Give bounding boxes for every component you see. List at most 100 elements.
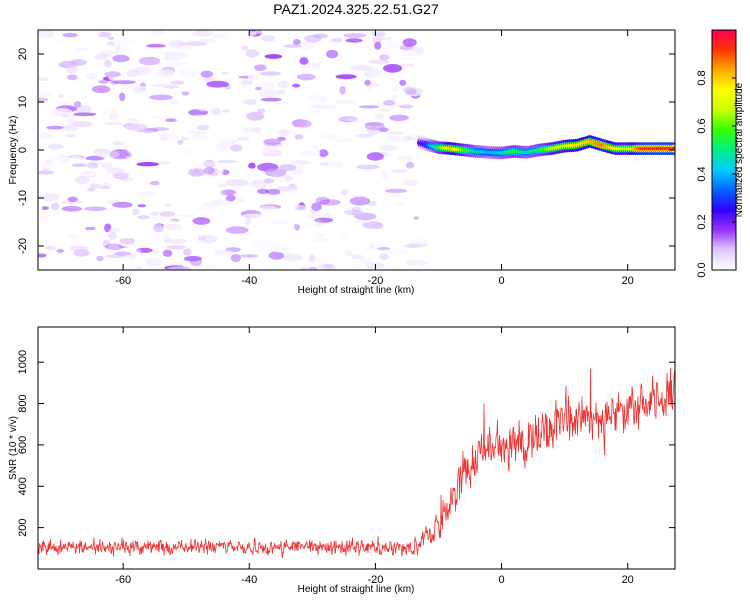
colorbar-bar [711, 29, 737, 271]
noise-cell [413, 46, 424, 54]
noise-cell [211, 199, 229, 206]
noise-cell [206, 229, 224, 234]
noise-cell [57, 93, 66, 98]
noise-cell [349, 196, 371, 206]
snr-x-ticks: -60 -40 -20 0 20 [115, 327, 634, 586]
y-tick-label: 20 [17, 48, 29, 60]
noise-cell [146, 233, 155, 239]
noise-cell [248, 162, 256, 169]
noise-cell [377, 247, 391, 251]
x-tick-label: -60 [115, 275, 131, 287]
noise-cell [379, 145, 398, 152]
noise-cell [145, 258, 163, 266]
noise-cell [372, 72, 384, 80]
noise-cell [149, 115, 161, 119]
noise-cell [246, 111, 265, 121]
noise-cell [212, 34, 227, 39]
noise-cell [38, 30, 55, 39]
noise-cell [265, 188, 282, 195]
noise-cell [277, 186, 294, 192]
noise-cell [113, 38, 136, 46]
spectrogram-x-ticks: -60 -40 -20 0 20 [115, 30, 634, 287]
noise-cell [319, 96, 327, 103]
spectrogram-panel: -60 -40 -20 0 20 -20 -10 0 10 20 Height of strai… [8, 29, 676, 296]
noise-cell [235, 186, 243, 191]
noise-cell [288, 267, 303, 270]
noise-cell [133, 66, 152, 76]
noise-cell [309, 253, 316, 263]
noise-cell [304, 34, 322, 43]
noise-cell [133, 221, 150, 230]
noise-cell [163, 234, 171, 243]
snr-frame [37, 326, 676, 570]
noise-cell [359, 258, 373, 264]
y-tick-label: 600 [17, 436, 29, 454]
noise-cell [350, 65, 374, 71]
noise-cell [134, 86, 153, 91]
noise-cell [164, 219, 177, 228]
noise-cell [149, 94, 173, 101]
x-tick-label: 0 [498, 574, 504, 586]
noise-cell [373, 72, 387, 77]
noise-cell [350, 224, 363, 228]
noise-cell [379, 253, 389, 260]
noise-cell [299, 57, 309, 65]
noise-cell [157, 161, 171, 165]
noise-cell [127, 237, 136, 246]
noise-cell [338, 114, 361, 122]
noise-cell [39, 193, 60, 202]
noise-cell [195, 206, 215, 214]
noise-cell [252, 240, 276, 249]
snr-panel: -60 -40 -20 0 20 200 400 600 800 1000 Height of … [8, 326, 676, 595]
noise-cell [252, 178, 263, 184]
noise-cell [407, 242, 428, 248]
noise-cell [151, 30, 165, 38]
noise-cell [108, 232, 117, 240]
noise-cell [405, 88, 417, 95]
noise-cell [398, 164, 415, 170]
noise-cell [70, 120, 93, 127]
noise-cell [331, 37, 343, 43]
noise-cell [292, 132, 299, 141]
noise-cell [315, 219, 323, 228]
noise-cell [120, 243, 140, 247]
noise-cell [87, 187, 96, 192]
noise-cell [136, 162, 159, 167]
noise-cell [203, 159, 216, 168]
noise-cell [352, 220, 372, 224]
noise-cell [188, 131, 207, 135]
noise-cell [97, 31, 112, 38]
noise-cell [177, 236, 198, 244]
noise-cell [230, 254, 241, 263]
noise-cell [58, 165, 71, 170]
noise-cell [75, 176, 90, 185]
noise-cell [187, 32, 195, 36]
noise-cell [312, 148, 321, 158]
noise-cell [137, 215, 150, 220]
noise-cell [292, 83, 301, 88]
noise-cell [73, 112, 97, 117]
noise-cell [126, 69, 140, 78]
noise-cell [196, 124, 210, 131]
noise-cell [48, 143, 64, 150]
noise-cell [292, 39, 301, 46]
noise-cell [206, 80, 230, 88]
noise-cell [283, 44, 302, 48]
noise-cell [398, 104, 414, 109]
noise-cell [339, 85, 346, 95]
noise-cell [391, 87, 400, 92]
noise-cell [220, 71, 229, 75]
colorbar-tick-label: 0.2 [696, 214, 708, 229]
noise-cell [165, 118, 177, 122]
noise-cell [86, 162, 99, 169]
noise-cell [302, 222, 326, 228]
noise-cell [68, 155, 84, 163]
noise-cell [375, 137, 391, 141]
noise-cell [413, 216, 420, 220]
noise-cell [264, 168, 287, 177]
noise-cell [78, 32, 102, 37]
noise-cell [136, 190, 158, 197]
noise-cell [167, 266, 191, 270]
colorbar-tick-label: 0.4 [696, 166, 708, 181]
noise-cell [45, 157, 67, 162]
